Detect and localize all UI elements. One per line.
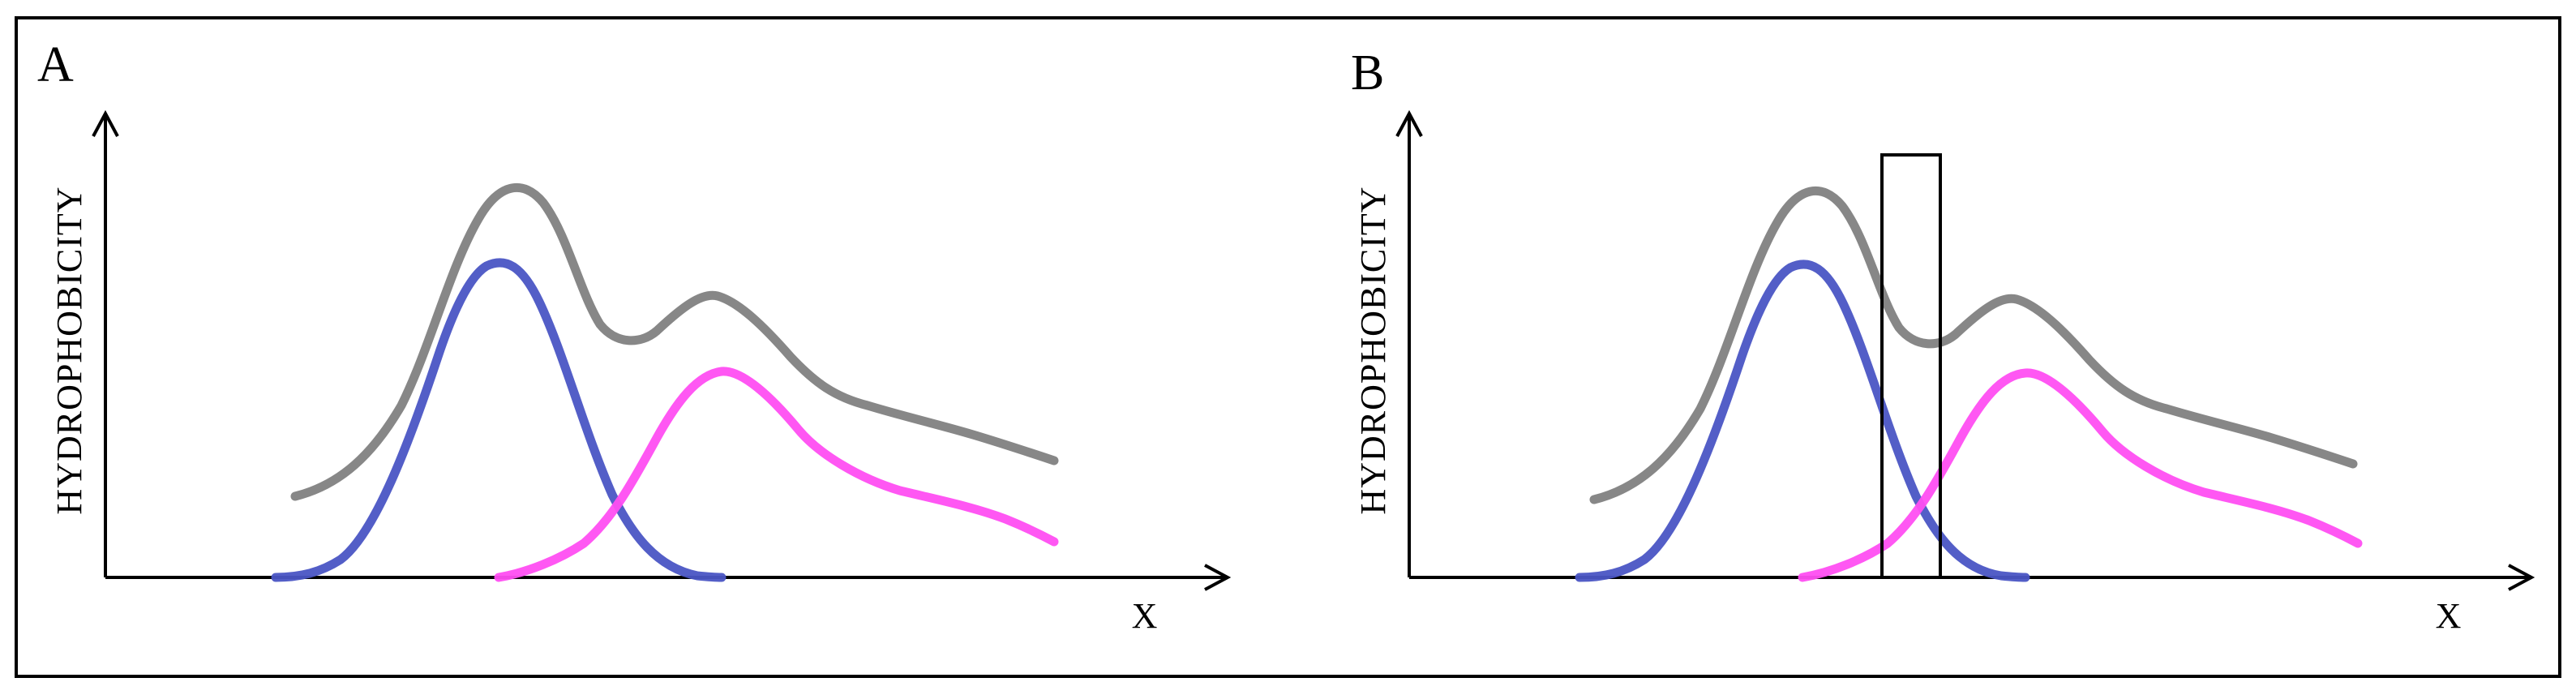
panel-b-window-box	[1880, 153, 1942, 579]
panel-a: A HYDROPHOBICITY X	[37, 37, 1228, 636]
panel-b-component-curve-1	[1575, 260, 2030, 582]
panel-a-x-axis-label: X	[1132, 596, 1159, 636]
figure-frame	[15, 16, 2561, 678]
panel-b-combined-curve	[1589, 187, 2358, 504]
panel-a-combined-curve	[290, 183, 1059, 501]
panel-b-x-axis-label: X	[2436, 596, 2462, 636]
panel-b-letter: B	[1351, 45, 1384, 101]
panel-a-component-curve-1	[271, 258, 727, 582]
panel-b-component-curve-2	[1798, 368, 2363, 582]
panel-b: B HYDROPHOBICITY X	[1351, 45, 2531, 636]
panel-b-y-axis-label: HYDROPHOBICITY	[1353, 186, 1393, 514]
panel-a-y-axis-label: HYDROPHOBICITY	[49, 186, 89, 514]
panel-a-component-curve-2	[494, 367, 1059, 582]
panel-a-letter: A	[37, 37, 74, 92]
